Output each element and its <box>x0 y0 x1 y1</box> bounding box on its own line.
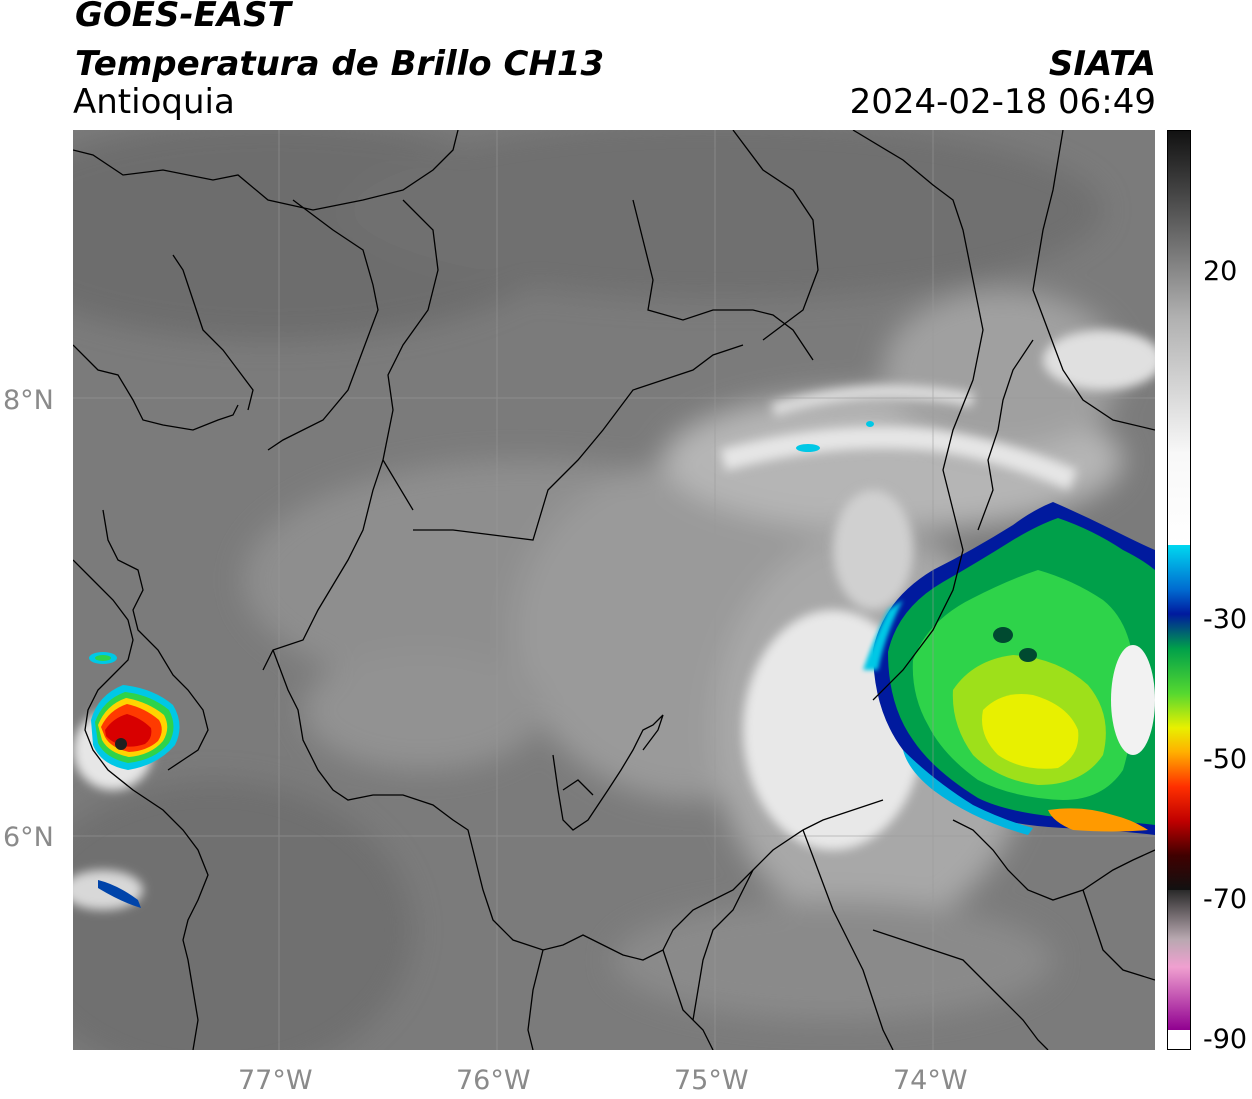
colorbar <box>1167 130 1191 1050</box>
satellite-title: GOES-EAST <box>75 0 291 35</box>
graticule <box>73 130 1155 1050</box>
product-title: Temperatura de Brillo CH13 <box>75 44 605 84</box>
lon-tick: 76°W <box>456 1065 531 1096</box>
region-label: Antioquia <box>73 82 235 122</box>
lon-tick: 77°W <box>238 1065 313 1096</box>
colorbar-tick: 20 <box>1203 256 1238 287</box>
colorbar-tick: -90 <box>1203 1024 1248 1055</box>
lat-tick: 8°N <box>3 385 54 416</box>
lat-tick: 6°N <box>3 822 54 853</box>
colorbar-tick: -30 <box>1203 604 1248 635</box>
satellite-map <box>73 130 1155 1050</box>
agency-label: SIATA <box>1048 44 1156 84</box>
cold-speck <box>866 421 874 427</box>
colorbar-tick: -50 <box>1203 744 1248 775</box>
boundaries <box>73 130 1155 1050</box>
convective-cell-west <box>89 652 180 908</box>
cold-speck <box>796 444 820 452</box>
lon-tick: 74°W <box>893 1065 968 1096</box>
lon-tick: 75°W <box>674 1065 749 1096</box>
datetime-label: 2024-02-18 06:49 <box>849 82 1156 122</box>
convective-cell-east <box>863 502 1155 835</box>
colorbar-tick: -70 <box>1203 884 1248 915</box>
